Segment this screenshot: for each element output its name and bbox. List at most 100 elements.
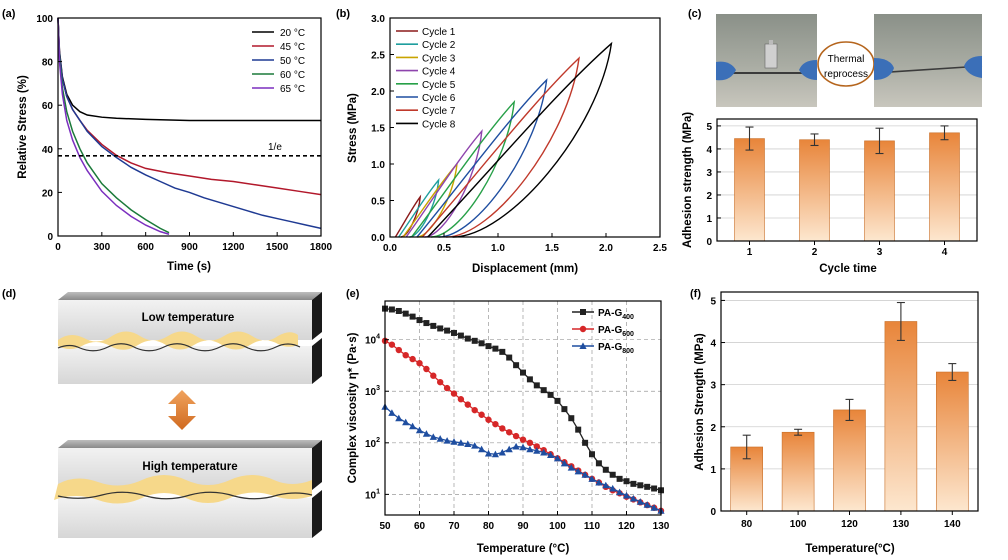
bar-c: [799, 139, 830, 242]
marker-e: [602, 481, 610, 489]
marker-e: [402, 418, 410, 426]
thermal-reprocess-text-1: Thermal: [828, 54, 865, 65]
marker-e: [471, 406, 478, 414]
bar-f: [884, 321, 918, 512]
marker-e: [540, 387, 547, 394]
marker-e: [450, 390, 458, 397]
marker-e: [451, 329, 457, 336]
marker-e: [423, 320, 430, 327]
marker-e: [429, 433, 437, 440]
photo-after-reprocess: [873, 14, 983, 107]
y-tick-label-f: 4: [710, 339, 716, 350]
legend-label-b: Cycle 1: [422, 27, 456, 38]
x-tick-label-f: 140: [944, 519, 961, 530]
marker-e: [430, 322, 437, 329]
marker-e: [464, 440, 472, 447]
marker-e: [505, 445, 513, 453]
bar-c: [734, 138, 765, 242]
bar-f: [781, 431, 815, 512]
marker-e: [409, 422, 417, 430]
panel-label-a: (a): [2, 8, 16, 20]
panel-label-f: (f): [690, 288, 701, 300]
high-temperature-label: High temperature: [142, 461, 237, 473]
y-tick-label-c: 0: [706, 237, 712, 248]
marker-e: [580, 309, 586, 315]
marker-e: [423, 365, 430, 373]
marker-e: [650, 504, 658, 511]
marker-e: [478, 445, 486, 453]
y-tick-label-b: 3.0: [371, 14, 385, 25]
marker-e: [422, 430, 430, 437]
y-tick-label-e: 102: [365, 437, 380, 450]
bar-c: [864, 140, 895, 242]
marker-e: [388, 409, 396, 416]
panel-label-d: (d): [2, 288, 16, 300]
marker-e: [457, 396, 465, 403]
y-tick-label-a: 40: [42, 145, 54, 156]
cycle-loop-b: [427, 41, 613, 238]
marker-e: [547, 391, 554, 398]
y-tick-label-a: 0: [47, 232, 53, 243]
y-tick-label-b: 1.5: [371, 124, 385, 135]
marker-e: [409, 313, 416, 320]
marker-e: [471, 442, 479, 449]
x-tick-label-c: 1: [747, 247, 753, 258]
marker-e: [499, 425, 506, 432]
low-temperature-label: Low temperature: [142, 312, 235, 324]
bar-c: [929, 132, 960, 242]
cycle-loop-b: [421, 56, 580, 238]
marker-e: [560, 459, 568, 467]
y-tick-label-f: 3: [710, 381, 716, 392]
legend-label-b: Cycle 6: [422, 93, 456, 104]
marker-e: [402, 351, 409, 359]
marker-e: [409, 355, 416, 363]
y-tick-label-c: 1: [706, 214, 712, 225]
marker-e: [471, 337, 478, 344]
cycle-loop-b: [416, 78, 548, 238]
marker-e: [519, 443, 527, 451]
legend-label-a: 20 °C: [280, 28, 305, 39]
marker-e: [581, 471, 589, 478]
bar-f: [935, 371, 969, 512]
photo-before-reprocess: [716, 14, 817, 107]
legend-label-e: PA-G800: [598, 342, 634, 355]
series-line-a: [57, 17, 322, 230]
marker-e: [506, 429, 513, 436]
one-over-e-label: 1/e: [268, 142, 282, 153]
marker-e: [430, 372, 437, 379]
marker-e: [609, 484, 617, 492]
marker-e: [492, 345, 499, 352]
x-axis-label-a: Time (s): [167, 261, 211, 273]
x-tick-label-e: 90: [517, 521, 529, 532]
marker-e: [485, 343, 492, 350]
marker-e: [567, 464, 575, 471]
panel-label-e: (e): [346, 288, 360, 300]
x-tick-label-e: 70: [448, 521, 460, 532]
legend-label-a: 45 °C: [280, 42, 305, 53]
panel-label-b: (b): [336, 8, 350, 20]
marker-e: [492, 420, 499, 428]
legend-label-e: PA-G600: [598, 325, 634, 338]
x-tick-label-f: 130: [893, 519, 910, 530]
x-tick-label-e: 120: [618, 521, 635, 532]
marker-e: [595, 478, 603, 486]
y-tick-label-c: 3: [706, 168, 712, 179]
marker-e: [616, 475, 623, 482]
x-tick-label-a: 900: [181, 242, 198, 253]
marker-e: [568, 415, 575, 422]
marker-e: [484, 449, 493, 457]
marker-e: [579, 342, 587, 349]
marker-e: [629, 494, 637, 502]
marker-e: [602, 466, 609, 473]
cycle-loop-b: [405, 129, 483, 238]
marker-e: [616, 488, 624, 496]
y-axis-label-e: Complex viscosity η* (Pa·s): [347, 332, 359, 483]
marker-e: [457, 332, 464, 339]
x-tick-label-e: 100: [549, 521, 566, 532]
chart-a: (a) 1/e 20 °C 45 °C 50 °C 60 °C 65 °C 0 300 60…: [2, 8, 333, 273]
marker-e: [388, 341, 396, 348]
marker-e: [636, 498, 644, 505]
marker-e: [533, 382, 540, 389]
y-tick-label-f: 0: [710, 507, 716, 518]
legend-label-b: Cycle 8: [422, 119, 456, 130]
